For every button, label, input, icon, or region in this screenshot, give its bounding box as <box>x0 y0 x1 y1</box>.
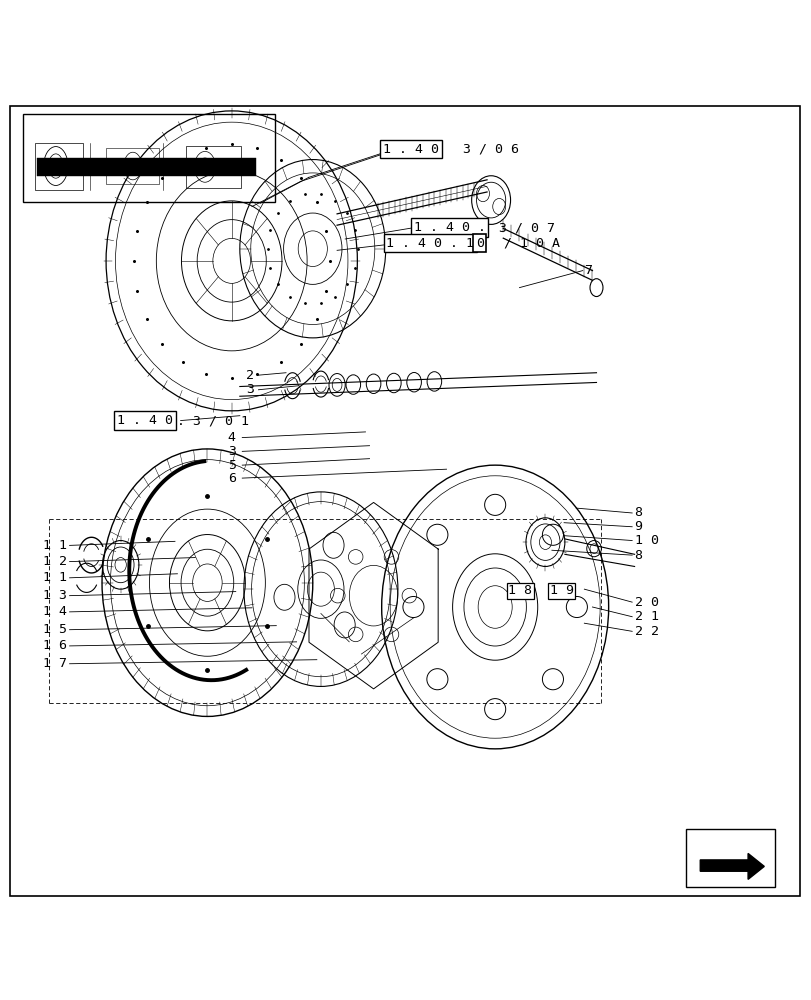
Bar <box>684 829 774 887</box>
Text: 3: 3 <box>228 445 235 458</box>
Text: 2 0: 2 0 <box>634 596 658 609</box>
Text: / 1 0 A: / 1 0 A <box>504 237 560 250</box>
Text: 1 1: 1 1 <box>43 539 67 552</box>
Text: 1 . 4 0: 1 . 4 0 <box>383 143 438 156</box>
Text: 3 / 0 7: 3 / 0 7 <box>499 221 555 234</box>
Text: 3: 3 <box>246 383 254 396</box>
Text: 2 1: 2 1 <box>634 610 658 623</box>
Text: 1 4: 1 4 <box>43 605 67 618</box>
Text: 1 . 4 0 .: 1 . 4 0 . <box>414 221 485 234</box>
Text: 1 2: 1 2 <box>43 555 67 568</box>
Text: 1 6: 1 6 <box>43 639 67 652</box>
Bar <box>106 148 159 184</box>
Text: 1 3: 1 3 <box>43 589 67 602</box>
Text: 1 . 4 0 . 1: 1 . 4 0 . 1 <box>386 237 474 250</box>
Text: 2 2: 2 2 <box>634 625 658 638</box>
Text: 2: 2 <box>246 369 254 382</box>
Text: 4: 4 <box>228 431 235 444</box>
Text: 1 7: 1 7 <box>43 657 67 670</box>
Bar <box>35 143 84 190</box>
Text: 0: 0 <box>475 237 483 250</box>
Text: 1 1: 1 1 <box>43 571 67 584</box>
Text: 8: 8 <box>634 549 642 562</box>
Text: 6: 6 <box>228 472 235 485</box>
Text: 1 . 4 0: 1 . 4 0 <box>117 414 173 427</box>
Bar <box>24 114 274 202</box>
Text: . 3 / 0 1: . 3 / 0 1 <box>177 414 249 427</box>
Text: 5: 5 <box>228 459 235 472</box>
Text: 1 0: 1 0 <box>634 534 658 547</box>
Bar <box>37 158 255 176</box>
Text: 1 8: 1 8 <box>508 584 532 597</box>
Polygon shape <box>699 853 763 879</box>
Text: 1 5: 1 5 <box>43 623 67 636</box>
Text: 7: 7 <box>584 264 591 277</box>
Text: 8: 8 <box>634 506 642 519</box>
Bar <box>185 146 240 188</box>
Text: 1 9: 1 9 <box>549 584 573 597</box>
Text: 9: 9 <box>634 520 642 533</box>
Text: 3 / 0 6: 3 / 0 6 <box>462 143 518 156</box>
